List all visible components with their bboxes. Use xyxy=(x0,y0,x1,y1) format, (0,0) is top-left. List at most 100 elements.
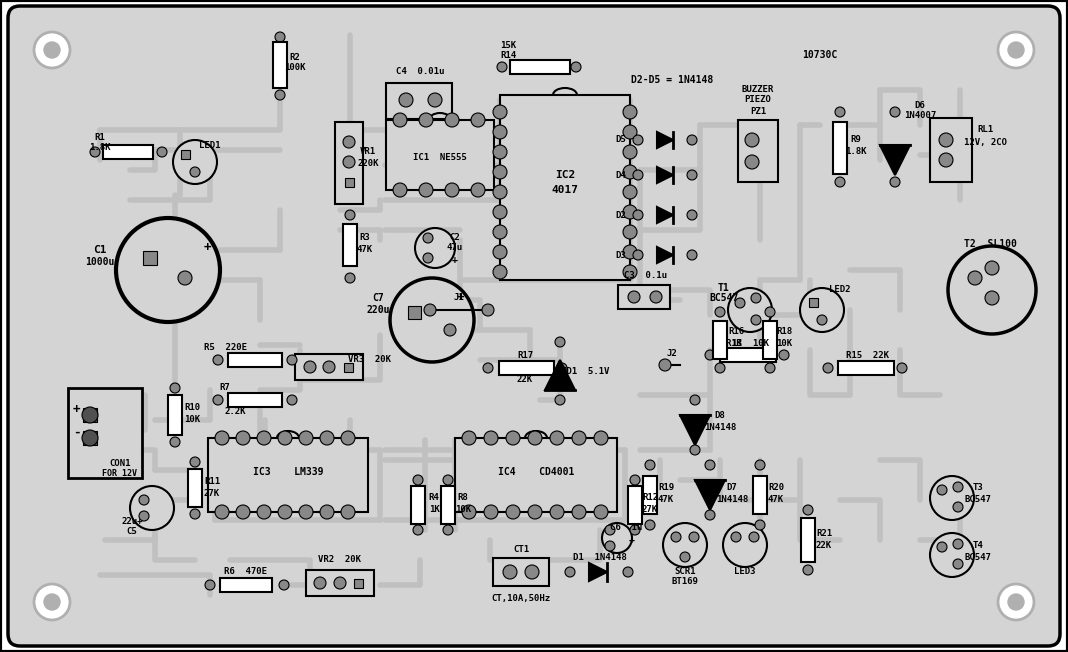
Circle shape xyxy=(257,505,271,519)
Circle shape xyxy=(413,525,423,535)
Text: D5: D5 xyxy=(615,136,626,145)
Circle shape xyxy=(953,559,963,569)
Bar xyxy=(208,438,368,512)
Text: C2: C2 xyxy=(450,233,460,243)
Circle shape xyxy=(890,177,900,187)
Circle shape xyxy=(890,107,900,117)
Circle shape xyxy=(671,532,681,542)
Circle shape xyxy=(443,525,453,535)
Circle shape xyxy=(190,457,200,467)
Text: LED2: LED2 xyxy=(829,286,851,295)
Circle shape xyxy=(765,363,775,373)
Circle shape xyxy=(190,509,200,519)
Circle shape xyxy=(572,505,586,519)
Circle shape xyxy=(443,475,453,485)
Circle shape xyxy=(953,502,963,512)
Text: BC547: BC547 xyxy=(964,552,991,561)
Text: R14: R14 xyxy=(500,50,516,59)
Text: CON1: CON1 xyxy=(109,458,130,467)
Circle shape xyxy=(948,246,1036,334)
Bar xyxy=(103,145,153,159)
Text: CT,10A,50Hz: CT,10A,50Hz xyxy=(491,593,551,602)
Text: 47K: 47K xyxy=(658,494,674,503)
Circle shape xyxy=(571,62,581,72)
Text: LED1: LED1 xyxy=(200,140,221,149)
Text: 47K: 47K xyxy=(768,494,784,503)
Circle shape xyxy=(393,113,407,127)
Text: IC4    CD4001: IC4 CD4001 xyxy=(498,467,575,477)
Text: 1K: 1K xyxy=(731,338,741,348)
Bar xyxy=(227,393,282,407)
Bar xyxy=(343,224,357,266)
Circle shape xyxy=(445,183,459,197)
Text: IC3    LM339: IC3 LM339 xyxy=(253,467,324,477)
Circle shape xyxy=(633,210,643,220)
Text: R1: R1 xyxy=(95,134,106,143)
Circle shape xyxy=(650,291,662,303)
Circle shape xyxy=(751,315,761,325)
Text: R13  10K: R13 10K xyxy=(726,338,770,348)
Circle shape xyxy=(939,133,953,147)
Circle shape xyxy=(751,293,761,303)
Circle shape xyxy=(493,225,507,239)
Bar xyxy=(227,353,282,367)
Circle shape xyxy=(803,565,813,575)
Circle shape xyxy=(471,113,485,127)
Circle shape xyxy=(645,460,655,470)
Circle shape xyxy=(985,291,999,305)
Bar xyxy=(354,578,362,587)
Circle shape xyxy=(419,183,433,197)
Circle shape xyxy=(334,577,346,589)
Circle shape xyxy=(215,505,229,519)
Circle shape xyxy=(680,552,690,562)
Text: ZD1  5.1V: ZD1 5.1V xyxy=(561,368,609,376)
Circle shape xyxy=(953,482,963,492)
Circle shape xyxy=(803,505,813,515)
Circle shape xyxy=(555,337,565,347)
Circle shape xyxy=(623,165,637,179)
Bar xyxy=(386,120,494,190)
Polygon shape xyxy=(880,145,910,175)
Bar xyxy=(68,388,142,478)
Circle shape xyxy=(274,32,285,42)
Circle shape xyxy=(299,431,313,445)
Bar xyxy=(500,95,630,280)
Polygon shape xyxy=(657,247,673,263)
Circle shape xyxy=(493,125,507,139)
Circle shape xyxy=(630,525,640,535)
Circle shape xyxy=(279,580,289,590)
Text: VR3  20K: VR3 20K xyxy=(348,355,392,364)
Text: 1N4148: 1N4148 xyxy=(704,422,736,432)
Circle shape xyxy=(528,431,541,445)
Circle shape xyxy=(314,577,326,589)
Circle shape xyxy=(503,565,517,579)
Circle shape xyxy=(341,431,355,445)
Circle shape xyxy=(594,431,608,445)
Text: 4017: 4017 xyxy=(551,185,579,195)
Text: T2  SL100: T2 SL100 xyxy=(963,239,1017,249)
Text: R21: R21 xyxy=(816,529,832,537)
Circle shape xyxy=(482,304,494,316)
Circle shape xyxy=(190,167,200,177)
Text: D1  1N4148: D1 1N4148 xyxy=(574,554,627,563)
Circle shape xyxy=(493,245,507,259)
Text: 1.8K: 1.8K xyxy=(845,147,867,156)
Circle shape xyxy=(390,278,474,362)
Text: -: - xyxy=(73,426,80,439)
Text: C1: C1 xyxy=(93,245,107,255)
Text: 15K: 15K xyxy=(500,42,516,50)
Circle shape xyxy=(714,363,725,373)
Bar xyxy=(499,361,553,375)
Polygon shape xyxy=(588,563,607,581)
Bar xyxy=(411,486,425,524)
Text: R4: R4 xyxy=(428,494,439,503)
Circle shape xyxy=(550,431,564,445)
Circle shape xyxy=(44,42,60,58)
Text: T1: T1 xyxy=(718,283,729,293)
Bar xyxy=(643,476,657,514)
Circle shape xyxy=(749,532,759,542)
Text: 10K: 10K xyxy=(776,338,792,348)
Bar xyxy=(344,363,352,372)
Circle shape xyxy=(528,505,541,519)
Circle shape xyxy=(399,93,413,107)
